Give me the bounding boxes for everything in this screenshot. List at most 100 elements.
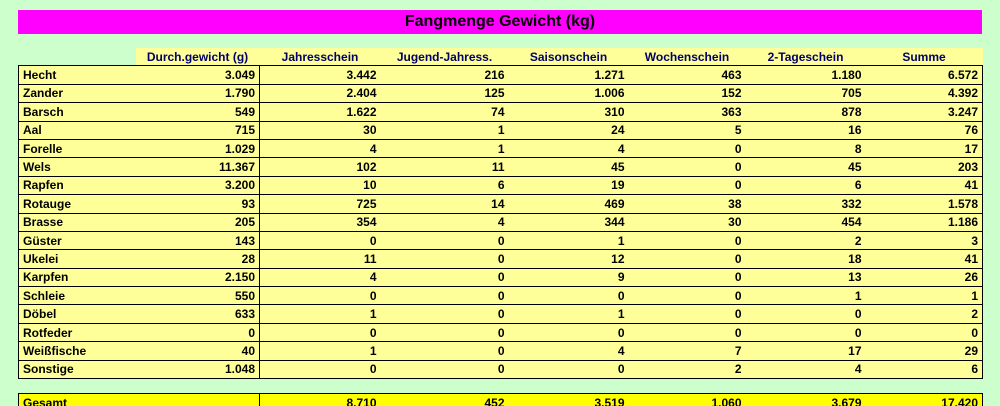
table-row: Forelle 1.029 4 1 4 0 8 17 <box>18 139 983 159</box>
table-cell: 2.150 <box>135 268 260 288</box>
table-cell: 363 <box>628 102 746 122</box>
table-cell: 0 <box>380 231 509 251</box>
table-cell: 38 <box>628 194 746 214</box>
table-row: Döbel 633 1 0 1 0 0 2 <box>18 304 983 324</box>
column-header: 2-Tageschein <box>745 48 866 67</box>
table-cell: 3.200 <box>135 176 260 196</box>
table-cell: 26 <box>865 268 983 288</box>
row-label: Hecht <box>18 65 136 85</box>
table-cell: 9 <box>508 268 629 288</box>
table-row: Sonstige 1.048 0 0 0 2 4 6 <box>18 360 983 380</box>
table-cell: 725 <box>259 194 381 214</box>
table-cell: 1 <box>380 139 509 159</box>
table-cell: 310 <box>508 102 629 122</box>
table-cell: 5 <box>628 121 746 140</box>
table-cell: 0 <box>508 360 629 380</box>
table-cell: 8 <box>745 139 866 159</box>
table-cell: 11 <box>380 157 509 177</box>
table-cell: 354 <box>259 213 381 232</box>
table-cell: 125 <box>380 84 509 104</box>
table-cell: 17 <box>745 341 866 361</box>
table-cell: 1.048 <box>135 360 260 380</box>
table-row: Barsch 549 1.622 74 310 363 878 3.247 <box>18 102 983 122</box>
table-cell: 3.442 <box>259 65 381 85</box>
table-cell: 6 <box>865 360 983 380</box>
spacer-cell <box>381 379 509 394</box>
table-cell: 19 <box>508 176 629 196</box>
table-cell: 0 <box>259 231 381 251</box>
table-cell: 4 <box>259 139 381 159</box>
table-cell: 29 <box>865 341 983 361</box>
table-cell: 7 <box>628 341 746 361</box>
table-cell: 1 <box>259 304 381 324</box>
table-cell: 4 <box>745 360 866 380</box>
table-cell: 1 <box>508 231 629 251</box>
table-cell: 14 <box>380 194 509 214</box>
table-cell: 0 <box>745 304 866 324</box>
table-cell: 3.247 <box>865 102 983 122</box>
table-cell: 1 <box>380 121 509 140</box>
spacer-cell <box>19 379 136 394</box>
table-cell: 11 <box>259 249 381 269</box>
column-header: Saisonschein <box>508 48 629 67</box>
table-row: Schleie 550 0 0 0 0 1 1 <box>18 286 983 306</box>
row-label: Rotauge <box>18 194 136 214</box>
table-cell: 715 <box>135 121 260 140</box>
table-cell: 1.060 <box>628 393 746 406</box>
table-cell: 0 <box>628 323 746 343</box>
table-cell: 6 <box>380 176 509 196</box>
table-cell: 41 <box>865 249 983 269</box>
table-cell: 17 <box>865 139 983 159</box>
table-cell: 16 <box>745 121 866 140</box>
table-cell: 41 <box>865 176 983 196</box>
table-cell: 1.790 <box>135 84 260 104</box>
row-label: Schleie <box>18 286 136 306</box>
table-cell: 0 <box>380 286 509 306</box>
column-header: Jugend-Jahress. <box>380 48 509 67</box>
table-cell: 0 <box>628 304 746 324</box>
table-cell: 17.420 <box>865 393 983 406</box>
table-cell: 11.367 <box>135 157 260 177</box>
table-cell: 6.572 <box>865 65 983 85</box>
table-cell: 0 <box>745 323 866 343</box>
table-cell: 0 <box>380 304 509 324</box>
table-cell: 633 <box>135 304 260 324</box>
row-label: Zander <box>18 84 136 104</box>
table-row: Güster 143 0 0 1 0 2 3 <box>18 231 983 251</box>
row-label: Karpfen <box>18 268 136 288</box>
table-cell: 28 <box>135 249 260 269</box>
column-header: Summe <box>865 48 983 67</box>
table-cell: 4 <box>380 213 509 232</box>
total-row: Gesamt 8.710 452 3.519 1.060 3.679 17.420 <box>18 393 983 406</box>
table-cell: 216 <box>380 65 509 85</box>
table-cell: 1.271 <box>508 65 629 85</box>
table-cell: 1.180 <box>745 65 866 85</box>
table-row: Rotfeder 0 0 0 0 0 0 0 <box>18 323 983 343</box>
table-row: Rotauge 93 725 14 469 38 332 1.578 <box>18 194 983 214</box>
row-label: Ukelei <box>18 249 136 269</box>
table-cell: 152 <box>628 84 746 104</box>
column-header: Durch.gewicht (g) <box>135 48 260 67</box>
table-cell: 4.392 <box>865 84 983 104</box>
table-cell: 143 <box>135 231 260 251</box>
table-cell: 549 <box>135 102 260 122</box>
table-cell: 0 <box>259 360 381 380</box>
table-cell: 332 <box>745 194 866 214</box>
table-cell: 0 <box>380 268 509 288</box>
table-cell: 1.029 <box>135 139 260 159</box>
table-cell: 0 <box>135 323 260 343</box>
table-cell: 24 <box>508 121 629 140</box>
row-label: Sonstige <box>18 360 136 380</box>
table-cell: 30 <box>628 213 746 232</box>
table-cell: 0 <box>380 323 509 343</box>
table-cell: 4 <box>259 268 381 288</box>
table-title: Fangmenge Gewicht (kg) <box>18 10 982 34</box>
spacer-cell <box>746 379 866 394</box>
row-label: Döbel <box>18 304 136 324</box>
spacer-cell <box>629 379 746 394</box>
table-cell: 0 <box>628 157 746 177</box>
table-cell: 3.049 <box>135 65 260 85</box>
table-cell: 705 <box>745 84 866 104</box>
table-row: Zander 1.790 2.404 125 1.006 152 705 4.392 <box>18 84 983 104</box>
table-cell: 452 <box>380 393 509 406</box>
